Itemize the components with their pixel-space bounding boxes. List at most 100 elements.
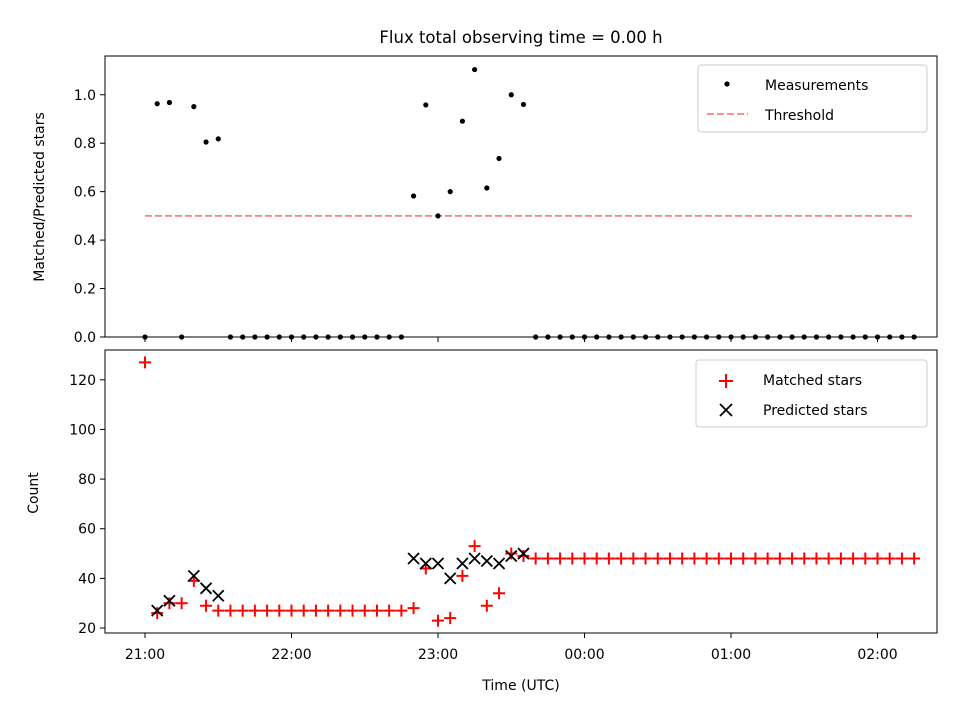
matched-star-point	[651, 552, 664, 565]
matched-star-point	[444, 612, 457, 625]
matched-star-point	[908, 552, 921, 565]
top-panel: Flux total observing time = 0.00 h Match…	[32, 28, 938, 346]
bottom-panel: Count Time (UTC) 20 40 60 80 100 120 21:00 22:…	[26, 349, 938, 694]
matched-star-point	[468, 540, 481, 553]
bottom-y-tick-label: 100	[69, 422, 96, 438]
x-axis-label: Time (UTC)	[481, 678, 559, 694]
matched-star-point	[334, 604, 347, 617]
matched-star-point	[847, 552, 860, 565]
predicted-star-point	[163, 594, 176, 607]
matched-star-point	[139, 356, 151, 369]
measurement-point	[154, 101, 160, 107]
legend-matched-label: Matched stars	[763, 373, 862, 389]
top-y-tick-label: 0.0	[74, 330, 96, 346]
matched-star-point	[639, 552, 652, 565]
predicted-star-point	[199, 582, 213, 595]
top-y-tick-label: 0.4	[74, 233, 96, 249]
matched-star-point	[798, 552, 811, 565]
predicted-star-point	[505, 549, 518, 563]
predicted-star-point	[468, 552, 481, 565]
legend-predicted-marker	[719, 403, 733, 417]
matched-star-point	[602, 552, 615, 565]
matched-star-point	[859, 552, 872, 565]
matched-star-point	[370, 604, 383, 617]
top-y-tick-label: 1.0	[74, 88, 96, 104]
bottom-y-ticks: 20 40 60 80 100 120	[69, 373, 105, 637]
measurement-point	[410, 193, 417, 199]
matched-star-point	[151, 607, 164, 620]
measurement-point	[203, 139, 209, 145]
matched-star-point	[554, 552, 567, 565]
matched-star-point	[883, 552, 896, 565]
matched-star-point	[688, 552, 701, 565]
matched-star-point	[700, 552, 713, 565]
matched-star-point	[712, 552, 725, 565]
matched-star-point	[285, 604, 298, 617]
matched-star-point	[615, 552, 628, 565]
matched-star-point	[163, 597, 176, 610]
matched-star-point	[773, 552, 786, 565]
top-y-axis-label: Matched/Predicted stars	[32, 112, 48, 282]
x-tick-label: 00:00	[564, 647, 604, 663]
top-y-tick-label: 0.2	[74, 282, 96, 298]
measurement-point	[447, 189, 453, 195]
bottom-axes-frame	[104, 349, 938, 634]
chart-title: Flux total observing time = 0.00 h	[379, 28, 662, 47]
measurement-point	[472, 66, 478, 73]
matched-star-point	[737, 552, 750, 565]
x-tick-label: 21:00	[125, 647, 165, 663]
predicted-star-point	[444, 572, 457, 585]
predicted-star-point	[151, 604, 164, 617]
bottom-legend[interactable]: Matched stars Predicted stars	[695, 359, 928, 428]
measurement-point	[496, 155, 502, 162]
predicted-star-point	[419, 557, 432, 570]
legend-predicted-label: Predicted stars	[763, 403, 868, 419]
top-axes-frame	[104, 55, 938, 338]
matched-star-point	[456, 569, 469, 582]
measurement-point	[166, 99, 173, 106]
matched-star-point	[309, 604, 322, 617]
matched-star-point	[505, 547, 518, 560]
x-tick-label: 02:00	[857, 647, 897, 663]
matched-star-point	[725, 552, 737, 565]
matched-star-point	[358, 604, 371, 617]
matched-star-point	[676, 552, 689, 565]
legend-measurements-marker	[724, 81, 730, 87]
matched-star-point	[322, 604, 335, 617]
predicted-star-point	[407, 552, 420, 565]
matched-star-point	[834, 552, 847, 565]
matched-star-point	[273, 604, 286, 617]
matched-star-point	[346, 604, 359, 617]
x-tick-label: 23:00	[418, 647, 458, 663]
matched-star-point	[432, 614, 444, 627]
x-tick-label: 01:00	[711, 647, 751, 663]
matched-star-point	[200, 599, 213, 612]
matched-star-point	[761, 552, 774, 565]
matched-star-point	[383, 604, 396, 617]
matched-star-point	[786, 552, 799, 565]
matched-star-point	[663, 552, 676, 565]
predicted-star-point	[517, 547, 530, 560]
measurement-point	[508, 92, 514, 98]
bottom-y-tick-label: 120	[69, 373, 96, 389]
legend-threshold-label: Threshold	[764, 108, 834, 124]
matched-star-point	[627, 552, 640, 565]
top-legend[interactable]: Measurements Threshold	[697, 64, 928, 133]
legend-matched-marker	[719, 374, 733, 388]
matched-star-point	[566, 552, 579, 565]
x-tick-label: 22:00	[271, 647, 311, 663]
matched-star-point	[407, 602, 420, 615]
matched-star-point	[297, 604, 310, 617]
bottom-legend-box	[695, 359, 928, 428]
top-y-ticks: 0.0 0.2 0.4 0.6 0.8 1.0	[74, 88, 105, 346]
measurement-point	[520, 101, 527, 108]
predicted-star-point	[456, 557, 469, 570]
top-y-tick-label: 0.8	[74, 136, 96, 152]
bottom-y-tick-label: 80	[78, 472, 96, 488]
predicted-star-point	[212, 589, 225, 602]
top-legend-box	[697, 64, 928, 133]
matched-star-point	[236, 604, 249, 617]
matched-star-point	[895, 552, 908, 565]
predicted-star-point	[480, 554, 493, 568]
measurement-point	[423, 102, 429, 108]
